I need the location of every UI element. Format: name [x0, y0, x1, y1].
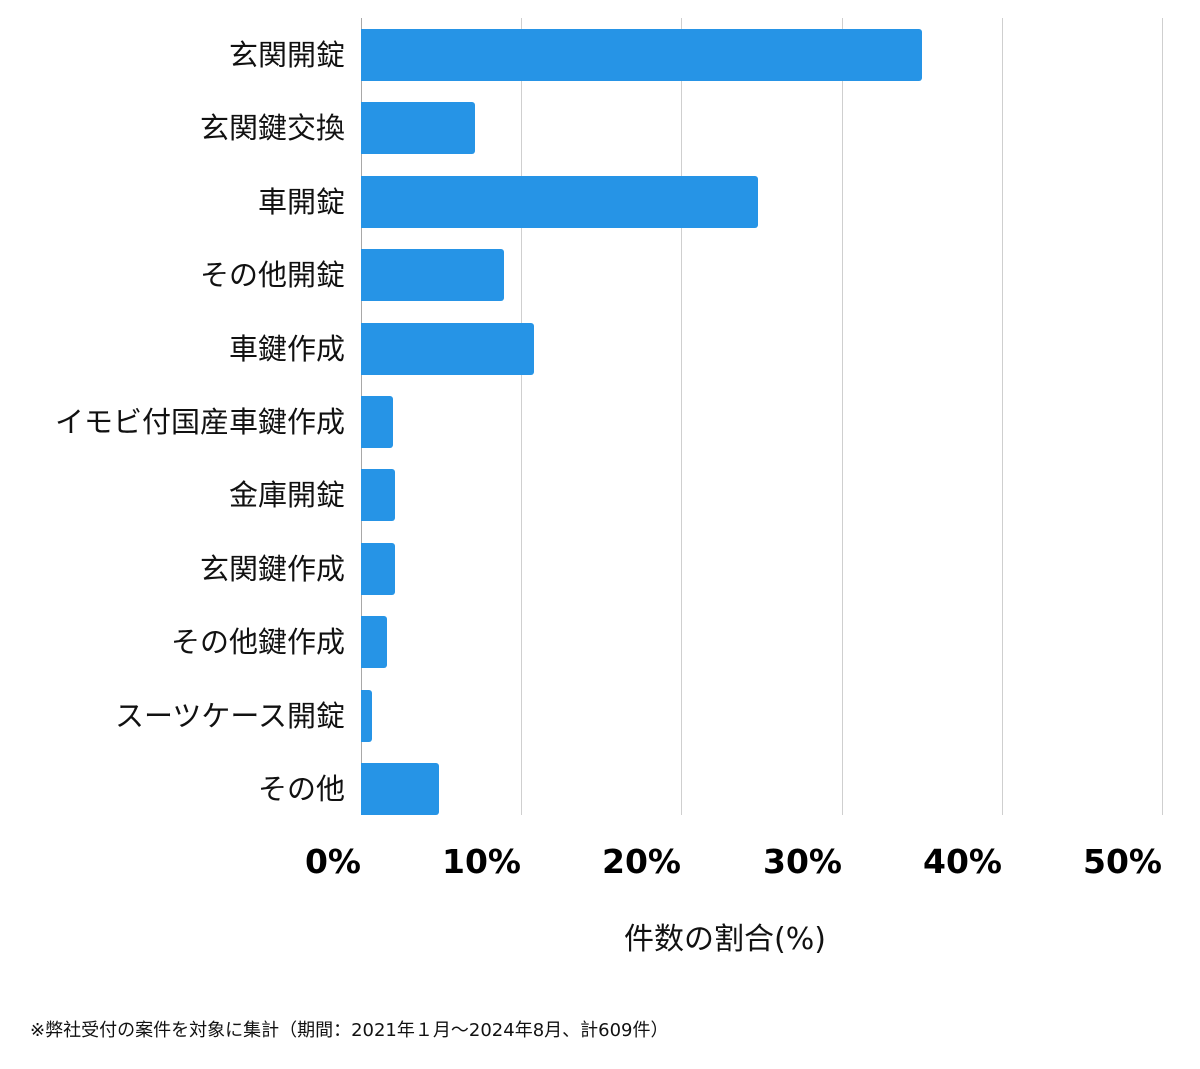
gridline — [681, 18, 682, 815]
category-label: その他鍵作成 — [170, 625, 345, 659]
category-label: その他開錠 — [199, 258, 345, 292]
category-label: イモビ付国産車鍵作成 — [54, 405, 345, 439]
category-label: 車鍵作成 — [228, 332, 345, 366]
bar — [361, 543, 395, 595]
gridline — [1002, 18, 1003, 815]
category-label: その他 — [257, 772, 345, 806]
bar — [361, 763, 439, 815]
category-label: 玄関開錠 — [228, 38, 345, 72]
gridline — [521, 18, 522, 815]
x-tick-label: 0% — [304, 842, 361, 881]
bar — [361, 176, 758, 228]
category-label: 金庫開錠 — [228, 478, 345, 512]
category-label: 玄関鍵作成 — [199, 552, 345, 586]
category-label: スーツケース開錠 — [115, 699, 345, 733]
x-tick-label: 10% — [442, 842, 521, 881]
bar — [361, 690, 372, 742]
bar — [361, 396, 393, 448]
x-tick-label: 40% — [923, 842, 1002, 881]
bar — [361, 616, 387, 668]
bar — [361, 102, 475, 154]
bar — [361, 249, 504, 301]
bar — [361, 29, 922, 81]
x-tick-label: 30% — [763, 842, 842, 881]
gridline — [842, 18, 843, 815]
bar — [361, 323, 534, 375]
bar — [361, 469, 395, 521]
x-axis-title: 件数の割合(%) — [624, 922, 826, 957]
category-label: 玄関鍵交換 — [199, 111, 345, 145]
footnote: ※弊社受付の案件を対象に集計（期間：2021年１月～2024年8月、計609件） — [30, 1020, 669, 1041]
gridline — [1162, 18, 1163, 815]
x-tick-label: 50% — [1083, 842, 1162, 881]
x-tick-label: 20% — [602, 842, 681, 881]
category-label: 車開錠 — [257, 185, 345, 219]
